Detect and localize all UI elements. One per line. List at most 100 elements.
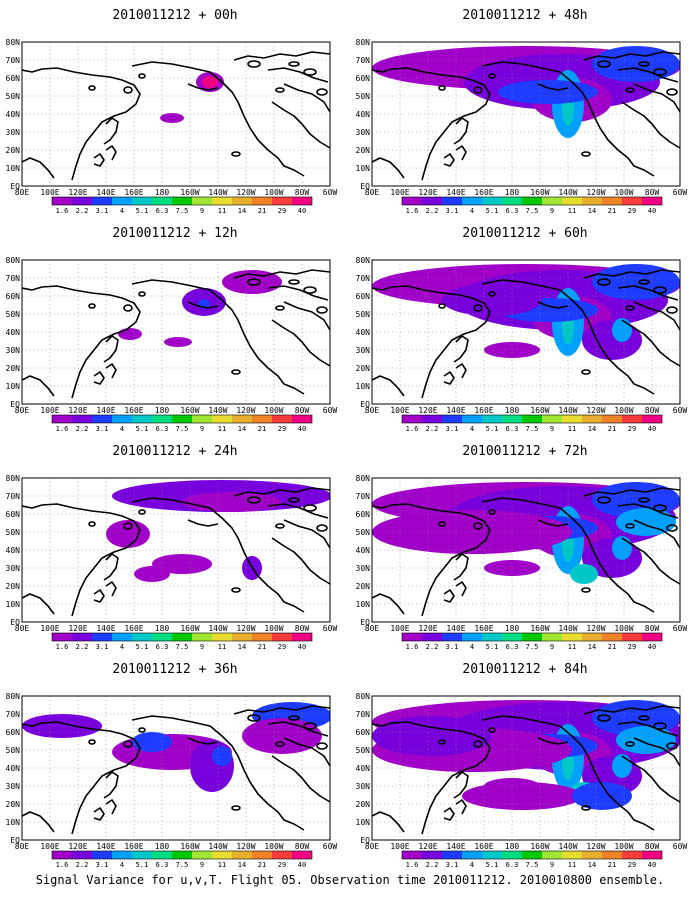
island-outline — [597, 714, 611, 722]
colorbar-swatch — [172, 851, 192, 859]
coastline — [22, 375, 55, 397]
lat-tick-label: 20N — [356, 146, 371, 155]
colorbar-tick-label: 21 — [258, 643, 266, 651]
colorbar-tick-label: 14 — [238, 425, 246, 433]
island-outline — [88, 303, 96, 309]
island-outline — [123, 304, 133, 312]
lon-tick-label: 120E — [418, 624, 437, 633]
signal-region — [612, 754, 632, 778]
colorbar-swatch — [502, 633, 522, 641]
lon-tick-label: 60W — [673, 406, 688, 415]
island-outline — [88, 521, 96, 527]
colorbar-swatch — [252, 851, 272, 859]
lon-tick-label: 120W — [236, 842, 255, 851]
colorbar-swatch — [112, 415, 132, 423]
lat-tick-label: 80N — [6, 474, 21, 483]
island-outline — [438, 85, 446, 91]
coastline — [271, 101, 330, 149]
coastline — [283, 519, 330, 549]
map-panel: 2010011212 + 12h 80N 70N 60N 50N 40N 30N 20N 10N… — [0, 218, 350, 433]
lon-tick-label: 100E — [390, 624, 409, 633]
lon-tick-label: 80W — [645, 188, 660, 197]
colorbar-tick-label: 29 — [278, 861, 286, 869]
island-outline — [597, 278, 611, 286]
lon-tick-label: 160E — [474, 624, 493, 633]
coastline — [453, 335, 469, 363]
coastline — [93, 589, 105, 603]
lon-tick-label: 140W — [558, 188, 577, 197]
lat-tick-label: 60N — [6, 510, 21, 519]
island-outline — [231, 587, 241, 593]
coastline — [233, 51, 330, 61]
coastline — [372, 593, 405, 615]
island-outline — [288, 279, 300, 285]
lat-tick-label: 20N — [6, 800, 21, 809]
lat-tick-label: 40N — [6, 764, 21, 773]
colorbar-swatch — [642, 851, 662, 859]
colorbar-swatch — [462, 851, 482, 859]
colorbar-tick-label: 21 — [258, 861, 266, 869]
colorbar-tick-label: 3.1 — [446, 425, 459, 433]
signal-region — [592, 264, 680, 300]
coastline — [537, 737, 569, 745]
lon-tick-label: 60W — [673, 624, 688, 633]
colorbar-tick-label: 3.1 — [446, 861, 459, 869]
colorbar-swatch — [622, 851, 642, 859]
lon-tick-label: 100W — [614, 188, 633, 197]
coastline — [617, 285, 679, 301]
coastline — [583, 705, 680, 715]
colorbar-tick-label: 14 — [588, 207, 596, 215]
coastline — [103, 771, 119, 799]
lat-tick-label: 60N — [356, 292, 371, 301]
colorbar-tick-label: 6.3 — [156, 425, 169, 433]
lat-tick-label: 10N — [356, 600, 371, 609]
lat-tick-label: 20N — [6, 364, 21, 373]
lat-tick-label: 10N — [6, 818, 21, 827]
coastline — [22, 157, 55, 179]
lon-tick-label: 160W — [530, 406, 549, 415]
coastline — [633, 83, 680, 113]
lon-tick-label: 140W — [208, 842, 227, 851]
colorbar-tick-label: 40 — [298, 861, 306, 869]
map-frame — [371, 41, 681, 187]
colorbar-tick-label: 2.2 — [76, 861, 89, 869]
island-outline — [275, 523, 285, 529]
signal-region — [106, 520, 150, 548]
colorbar-tick-label: 11 — [218, 425, 226, 433]
colorbar-swatch — [72, 415, 92, 423]
figure-caption: Signal Variance for u,v,T. Flight 05. Ob… — [35, 873, 665, 887]
coastline — [481, 279, 655, 395]
coastline — [481, 497, 655, 613]
colorbar-swatch — [52, 415, 72, 423]
colorbar-swatch — [152, 415, 172, 423]
coastline — [455, 363, 467, 379]
colorbar-tick-label: 1.6 — [406, 425, 419, 433]
colorbar-tick-label: 2.2 — [426, 425, 439, 433]
lat-tick-label: 70N — [356, 274, 371, 283]
colorbar-tick-label: 7.5 — [176, 207, 189, 215]
colorbar-tick-label: 29 — [278, 425, 286, 433]
coastline — [271, 537, 330, 585]
signal-region — [592, 700, 680, 736]
colorbar-swatch — [92, 197, 112, 205]
lon-tick-label: 160W — [530, 842, 549, 851]
coastline — [267, 67, 329, 83]
coastline — [187, 519, 219, 527]
panel-title: 2010011212 + 72h — [462, 444, 588, 459]
lat-tick-label: 80N — [356, 256, 371, 265]
lat-tick-label: 50N — [356, 528, 371, 537]
lon-tick-label: 100E — [390, 842, 409, 851]
map-frame — [371, 259, 681, 405]
colorbar-swatch — [272, 633, 292, 641]
coastline — [617, 503, 679, 519]
lat-tick-label: 50N — [6, 528, 21, 537]
coastline — [621, 319, 680, 367]
signal-region — [592, 482, 680, 518]
signal-region — [372, 716, 492, 756]
panel-title: 2010011212 + 00h — [112, 8, 238, 23]
colorbar-swatch — [152, 197, 172, 205]
lon-tick-label: 80W — [295, 406, 310, 415]
